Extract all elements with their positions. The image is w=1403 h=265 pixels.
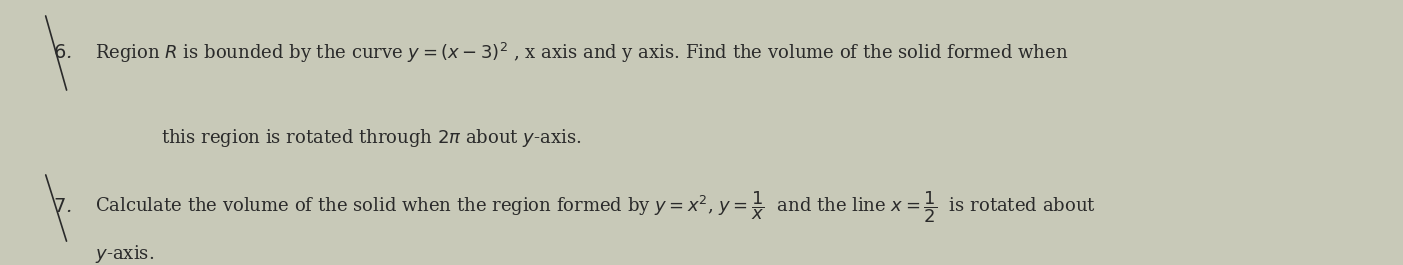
Text: this region is rotated through $2\pi$ about $y$-axis.: this region is rotated through $2\pi$ ab… xyxy=(161,127,582,149)
Text: Region $R$ is bounded by the curve $y=(x-3)^{2}$ , x axis and y axis. Find the v: Region $R$ is bounded by the curve $y=(x… xyxy=(95,41,1069,65)
Text: $\mathit{7}$.: $\mathit{7}$. xyxy=(53,198,72,216)
Text: $y$-axis.: $y$-axis. xyxy=(95,243,154,265)
Text: $\mathit{6}$.: $\mathit{6}$. xyxy=(53,44,72,62)
Text: Calculate the volume of the solid when the region formed by $y=x^{2}$, $y=\dfrac: Calculate the volume of the solid when t… xyxy=(95,189,1096,224)
